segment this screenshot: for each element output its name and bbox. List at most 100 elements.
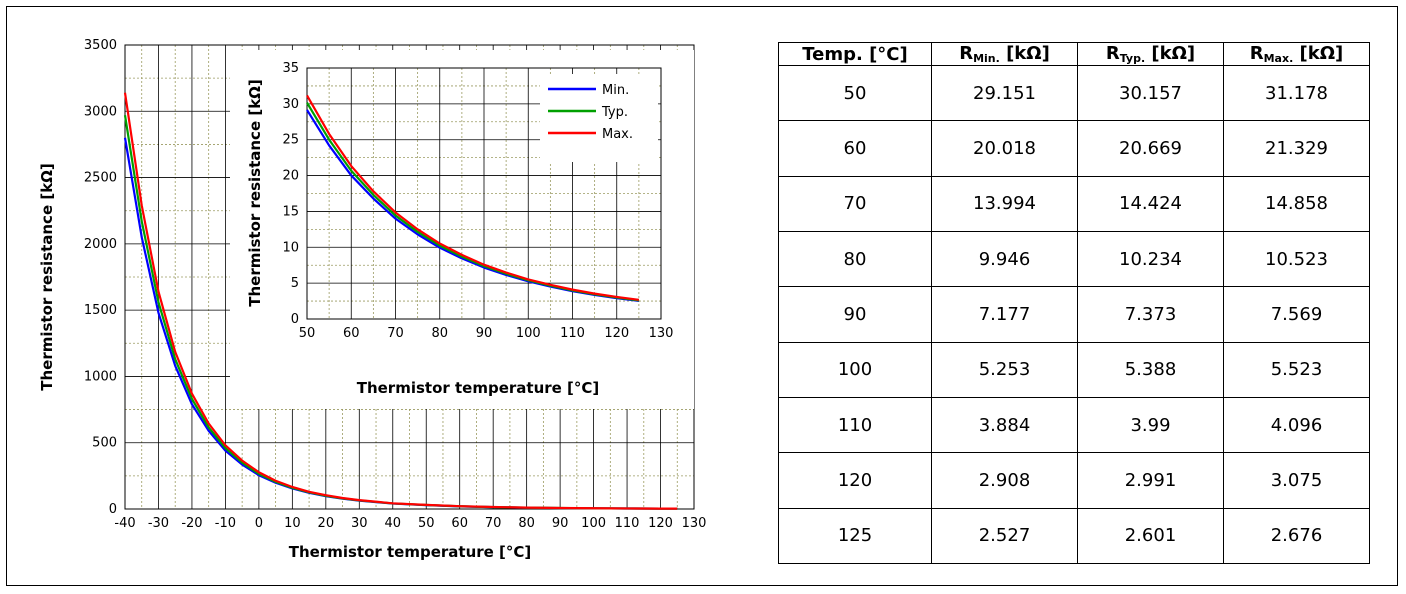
header-temp: Temp. [°C]: [778, 42, 932, 66]
table-cell: 2.908: [931, 452, 1078, 509]
x-tick-label: -10: [215, 516, 236, 531]
y-tick-label: 1500: [84, 303, 117, 318]
y-tick-label: 3000: [84, 104, 117, 119]
table-cell: 100: [778, 341, 932, 398]
x-tick-label: 70: [485, 516, 502, 531]
table-cell: 14.424: [1077, 175, 1224, 232]
table-row: 60 20.018 20.669 21.329: [778, 120, 1370, 177]
header-rtyp: RTyp. [kΩ]: [1077, 42, 1224, 66]
y-tick-label: 20: [282, 169, 299, 184]
x-tick-label: 120: [604, 326, 629, 341]
x-tick-label: 90: [552, 516, 569, 531]
table-cell: 110: [778, 396, 932, 454]
table-cell: 5.523: [1223, 341, 1370, 398]
header-sub-label: Typ.: [1119, 52, 1146, 65]
y-tick-label: 1000: [84, 369, 117, 384]
header-rmax: RMax. [kΩ]: [1223, 42, 1370, 66]
x-tick-label: 70: [387, 326, 404, 341]
table-cell: 20.018: [931, 120, 1078, 177]
table-cell: 7.177: [931, 286, 1078, 343]
table-cell: 2.991: [1077, 452, 1224, 509]
y-tick-label: 500: [92, 436, 117, 451]
y-tick-label: 15: [282, 204, 299, 219]
table-cell: 30.157: [1077, 64, 1224, 122]
x-tick-label: 60: [343, 326, 360, 341]
table-cell: 10.523: [1223, 230, 1370, 288]
table-cell: 21.329: [1223, 120, 1370, 177]
x-tick-label: 110: [560, 326, 585, 341]
x-axis-title: Thermistor temperature [°C]: [357, 379, 600, 397]
table-cell: 2.527: [931, 507, 1078, 565]
table-cell: 60: [778, 120, 932, 177]
legend-box: [540, 74, 658, 162]
header-unit-label: [kΩ]: [1293, 43, 1344, 64]
header-rmin: RMin. [kΩ]: [931, 42, 1078, 66]
table-cell: 5.253: [931, 341, 1078, 398]
table-cell: 70: [778, 175, 932, 232]
resistance-table: Temp. [°C] RMin. [kΩ] RTyp. [kΩ] RMax. […: [778, 42, 1370, 565]
table-cell: 120: [778, 452, 932, 509]
legend-label: Typ.: [601, 105, 628, 120]
table-cell: 20.669: [1077, 120, 1224, 177]
resistance-chart: -40 -30 -20 -10 0 10 20 30 40 50 60 70 80 90 100 110 120…: [38, 38, 706, 561]
x-tick-label: 40: [384, 516, 401, 531]
header-r-label: R: [1105, 43, 1120, 64]
table-cell: 80: [778, 230, 932, 288]
table-cell: 5.388: [1077, 341, 1224, 398]
table-header-row: Temp. [°C] RMin. [kΩ] RTyp. [kΩ] RMax. […: [778, 42, 1370, 66]
table-row: 125 2.527 2.601 2.676: [778, 507, 1370, 565]
y-tick-label: 2000: [84, 237, 117, 252]
legend-label: Min.: [602, 83, 629, 98]
x-tick-label: 80: [518, 516, 535, 531]
series-line-max: [306, 94, 640, 301]
x-tick-label: 90: [476, 326, 493, 341]
y-tick-label: 0: [291, 312, 299, 327]
table-cell: 2.601: [1077, 507, 1224, 565]
header-unit-label: [kΩ]: [1145, 43, 1196, 64]
x-tick-label: 20: [318, 516, 335, 531]
plot-border: [306, 67, 662, 320]
table-row: 100 5.253 5.388 5.523: [778, 341, 1370, 398]
table-cell: 14.858: [1223, 175, 1370, 232]
header-r-label: R: [1249, 43, 1264, 64]
x-tick-label: 0: [255, 516, 263, 531]
figure-frame: [6, 6, 1398, 586]
table-cell: 9.946: [931, 230, 1078, 288]
header-r-label: R: [959, 43, 974, 64]
table-cell: 7.569: [1223, 286, 1370, 343]
table-cell: 4.096: [1223, 396, 1370, 454]
table-cell: 3.884: [931, 396, 1078, 454]
y-tick-label: 2500: [84, 171, 117, 186]
table-row: 50 29.151 30.157 31.178: [778, 64, 1370, 122]
table-cell: 90: [778, 286, 932, 343]
table-cell: 13.994: [931, 175, 1078, 232]
table-cell: 7.373: [1077, 286, 1224, 343]
table-body: 50 29.151 30.157 31.178 60 20.018 20.669 21.329…: [778, 64, 1370, 565]
y-tick-label: 30: [282, 97, 299, 112]
legend-label: Max.: [602, 127, 633, 142]
table-cell: 3.99: [1077, 396, 1224, 454]
table-cell: 29.151: [931, 64, 1078, 122]
x-tick-label: 130: [649, 326, 674, 341]
header-unit-label: [kΩ]: [999, 43, 1050, 64]
table-cell: 3.075: [1223, 452, 1370, 509]
x-tick-label: 10: [284, 516, 301, 531]
y-tick-label: 5: [291, 276, 299, 291]
x-tick-label: 30: [351, 516, 368, 531]
x-tick-label: 120: [648, 516, 673, 531]
inset-chart: 50 60 70 80 90 100 110 120 130 0 5 10 15 20 25 30 35 Ther…: [230, 50, 694, 409]
table-cell: 31.178: [1223, 64, 1370, 122]
header-sub-label: Max.: [1263, 52, 1294, 65]
y-tick-label: 0: [109, 502, 117, 517]
x-tick-label: 50: [299, 326, 316, 341]
x-tick-label: -20: [181, 516, 202, 531]
table-cell: 125: [778, 507, 932, 565]
y-axis-title: Thermistor resistance [kΩ]: [246, 79, 264, 307]
y-tick-label: 10: [282, 240, 299, 255]
table-cell: 50: [778, 64, 932, 122]
table-cell: 2.676: [1223, 507, 1370, 565]
x-tick-label: -40: [114, 516, 135, 531]
header-sub-label: Min.: [973, 52, 1000, 65]
x-axis-title: Thermistor temperature [°C]: [289, 543, 532, 561]
table-row: 70 13.994 14.424 14.858: [778, 175, 1370, 232]
